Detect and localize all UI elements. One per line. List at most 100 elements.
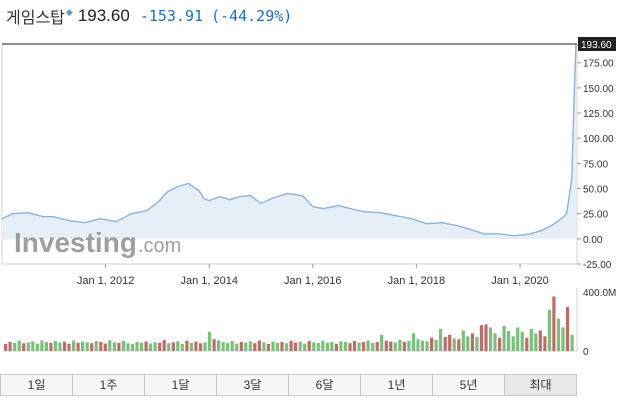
volume-bar	[217, 340, 221, 351]
volume-bar	[561, 327, 565, 351]
volume-bar	[448, 334, 452, 351]
time-tick-label: Jan 1, 2014	[180, 275, 238, 287]
volume-bar	[362, 342, 366, 351]
volume-bar	[99, 342, 103, 351]
volume-bar	[85, 342, 89, 351]
time-tick-label: Jan 1, 2012	[77, 275, 135, 287]
volume-bar	[153, 342, 157, 351]
price-tick-label: 75.00	[583, 159, 608, 170]
volume-bar	[26, 342, 30, 351]
volume-bar	[565, 306, 570, 352]
volume-bar	[253, 343, 257, 351]
volume-bar	[398, 339, 402, 351]
volume-bar	[321, 340, 325, 351]
volume-bar	[430, 337, 434, 351]
period-button-7[interactable]: 5년	[433, 375, 505, 395]
volume-bar	[194, 341, 198, 351]
volume-bar	[334, 343, 338, 351]
volume-bar	[176, 341, 180, 351]
volume-bar	[416, 339, 420, 351]
volume-bar	[185, 340, 189, 351]
volume-bar	[357, 342, 361, 351]
volume-bar	[470, 333, 474, 351]
investing-watermark: Investing .com	[14, 227, 181, 258]
volume-bar	[266, 343, 270, 351]
volume-bar	[53, 341, 57, 351]
volume-bar	[520, 331, 524, 351]
period-button-5[interactable]: 6달	[289, 375, 361, 395]
volume-bar	[366, 340, 370, 351]
volume-bar	[31, 341, 35, 351]
volume-bar	[511, 336, 515, 352]
period-button-1[interactable]: 1일	[1, 375, 73, 395]
period-button-4[interactable]: 3달	[217, 375, 289, 395]
volume-bar	[352, 341, 357, 351]
price-axis: 175.00 150.00 125.00 100.00 75.00 50.00 25.00 0…	[577, 59, 614, 271]
volume-bar	[158, 342, 162, 351]
volume-tick-label: 400.0M	[583, 288, 616, 299]
volume-bar	[312, 342, 316, 351]
price-chart: 193.60 Investing .com 175.00 150.00 125.00…	[1, 37, 616, 358]
period-button-6[interactable]: 1년	[361, 375, 433, 395]
volume-bar	[244, 342, 248, 351]
volume-bar	[76, 342, 80, 351]
price-tick-label: -25.00	[583, 260, 612, 271]
volume-bar	[384, 340, 388, 351]
last-price: 193.60	[77, 6, 130, 25]
volume-bar	[44, 342, 48, 351]
volume-bar	[393, 342, 397, 351]
price-tick-label: 25.00	[583, 210, 608, 221]
volume-axis: 400.0M 0	[583, 288, 616, 358]
volume-bar	[343, 342, 348, 351]
volume-bar	[49, 343, 53, 351]
volume-bar	[556, 318, 561, 352]
volume-bar	[167, 343, 171, 351]
volume-bar	[22, 343, 26, 351]
volume-bar	[262, 342, 266, 351]
volume-bar	[552, 296, 556, 351]
volume-bar	[103, 343, 107, 351]
period-button-3[interactable]: 1달	[145, 375, 217, 395]
price-change-percent: (-44.29%)	[211, 7, 293, 25]
volume-bar	[275, 342, 280, 351]
price-tick-label: 175.00	[583, 59, 614, 70]
period-button-8[interactable]: 최대	[505, 375, 576, 395]
volume-bar	[90, 343, 94, 351]
diamond-icon: ◆	[65, 6, 73, 17]
volume-bar	[298, 341, 302, 351]
volume-bar	[239, 341, 243, 351]
time-tick-label: Jan 1, 2018	[388, 275, 446, 287]
volume-bar	[180, 343, 184, 351]
volume-bar	[443, 337, 447, 351]
volume-bar	[117, 342, 121, 351]
volume-bar	[81, 341, 85, 351]
volume-bar	[17, 340, 21, 351]
period-button-2[interactable]: 1주	[73, 375, 145, 395]
price-tick-label: 100.00	[583, 134, 614, 145]
volume-bar	[502, 325, 506, 351]
volume-bar	[529, 328, 533, 351]
volume-bar	[212, 339, 216, 351]
volume-bar	[121, 340, 125, 351]
volume-bars	[4, 296, 574, 352]
volume-bar	[126, 343, 130, 351]
volume-bar	[248, 341, 252, 351]
price-tick-label: 150.00	[583, 84, 614, 95]
volume-bar	[493, 333, 497, 351]
watermark-suffix: .com	[138, 235, 181, 257]
price-line	[1, 43, 577, 237]
volume-bar	[389, 341, 393, 351]
volume-bar	[452, 338, 456, 351]
volume-bar	[203, 342, 207, 351]
volume-bar	[230, 341, 234, 351]
volume-bar	[285, 343, 289, 351]
period-selector: 1일 1주 1달 3달 6달 1년 5년 최대	[0, 374, 577, 396]
time-axis: Jan 1, 2012 Jan 1, 2014 Jan 1, 2016 Jan 1, …	[77, 264, 549, 287]
volume-bar	[570, 334, 574, 351]
volume-bar	[543, 336, 547, 352]
volume-tick-label: 0	[583, 347, 589, 358]
volume-bar	[420, 340, 425, 351]
volume-bar	[257, 340, 261, 351]
volume-bar	[479, 325, 483, 351]
volume-bar	[425, 341, 429, 351]
